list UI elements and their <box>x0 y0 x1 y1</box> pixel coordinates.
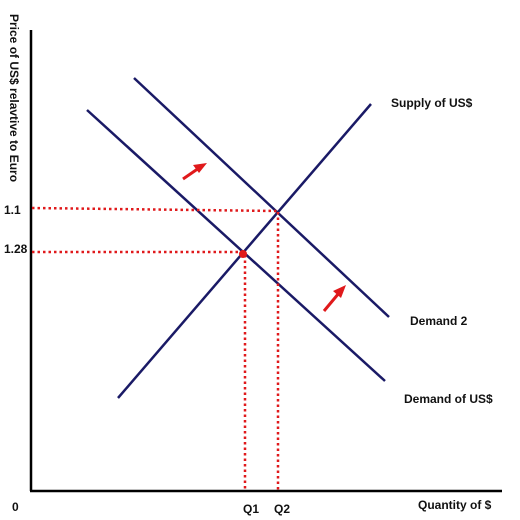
supply-label: Supply of US$ <box>391 96 473 110</box>
demand-shifted-curve <box>133 77 390 318</box>
shift-arrow-lower <box>322 285 346 312</box>
origin-label: 0 <box>12 500 19 514</box>
equilibrium-point <box>239 250 247 258</box>
price-label-low: 1.28 <box>4 242 28 256</box>
shift-arrow-upper <box>182 163 207 181</box>
price-guide-high <box>31 206 278 213</box>
quantity-label-q1: Q1 <box>243 502 259 516</box>
demand-curve <box>86 109 386 382</box>
price-label-high: 1.1 <box>4 203 21 217</box>
x-axis-title: Quantity of $ <box>418 498 492 512</box>
y-axis-title: Price of US$ relavtive to Euro <box>7 14 21 182</box>
demand-shifted-label: Demand 2 <box>410 314 468 328</box>
demand-label: Demand of US$ <box>404 392 493 406</box>
quantity-label-q2: Q2 <box>274 502 290 516</box>
